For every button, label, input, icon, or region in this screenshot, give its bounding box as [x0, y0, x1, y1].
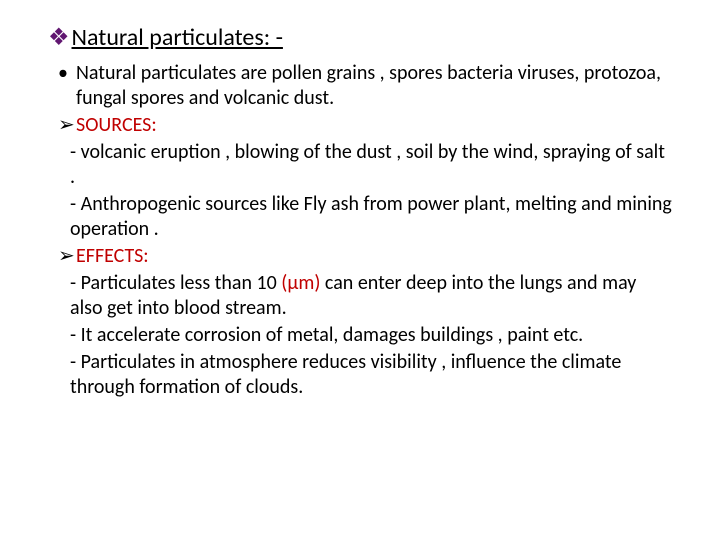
slide: ❖ Natural particulates: - • Natural part…	[0, 0, 720, 426]
effects-1-unit: (µm)	[281, 271, 320, 295]
effects-heading-row: ➢ EFFECTS:	[58, 244, 672, 269]
sources-heading-row: ➢ SOURCES:	[58, 113, 672, 138]
intro-row: • Natural particulates are pollen grains…	[58, 61, 672, 111]
slide-title: Natural particulates: -	[72, 24, 283, 53]
intro-text: Natural particulates are pollen grains ,…	[76, 61, 672, 111]
sources-text-2: - Anthropogenic sources like Fly ash fro…	[58, 192, 672, 242]
title-row: ❖ Natural particulates: -	[48, 24, 672, 53]
slide-body: • Natural particulates are pollen grains…	[48, 61, 672, 400]
sources-item-2: - Anthropogenic sources like Fly ash fro…	[58, 192, 672, 242]
effects-item-3: - Particulates in atmosphere reduces vis…	[58, 350, 672, 400]
effects-item-1: - Particulates less than 10 (µm) can ent…	[58, 271, 672, 321]
effects-text-3: - Particulates in atmosphere reduces vis…	[58, 350, 672, 400]
dot-bullet-icon: •	[58, 61, 76, 86]
effects-text-1: - Particulates less than 10 (µm) can ent…	[58, 271, 672, 321]
arrow-bullet-icon: ➢	[58, 113, 76, 138]
sources-item-1: - volcanic eruption , blowing of the dus…	[58, 140, 672, 190]
effects-heading: EFFECTS:	[76, 244, 149, 269]
effects-1-pre: - Particulates less than 10	[70, 271, 281, 295]
arrow-bullet-icon: ➢	[58, 244, 76, 269]
diamond-bullet-icon: ❖	[48, 24, 70, 53]
effects-text-2: - It accelerate corrosion of metal, dama…	[58, 323, 583, 348]
effects-item-2: - It accelerate corrosion of metal, dama…	[58, 323, 672, 348]
sources-heading: SOURCES:	[76, 113, 157, 138]
sources-text-1: - volcanic eruption , blowing of the dus…	[58, 140, 672, 190]
